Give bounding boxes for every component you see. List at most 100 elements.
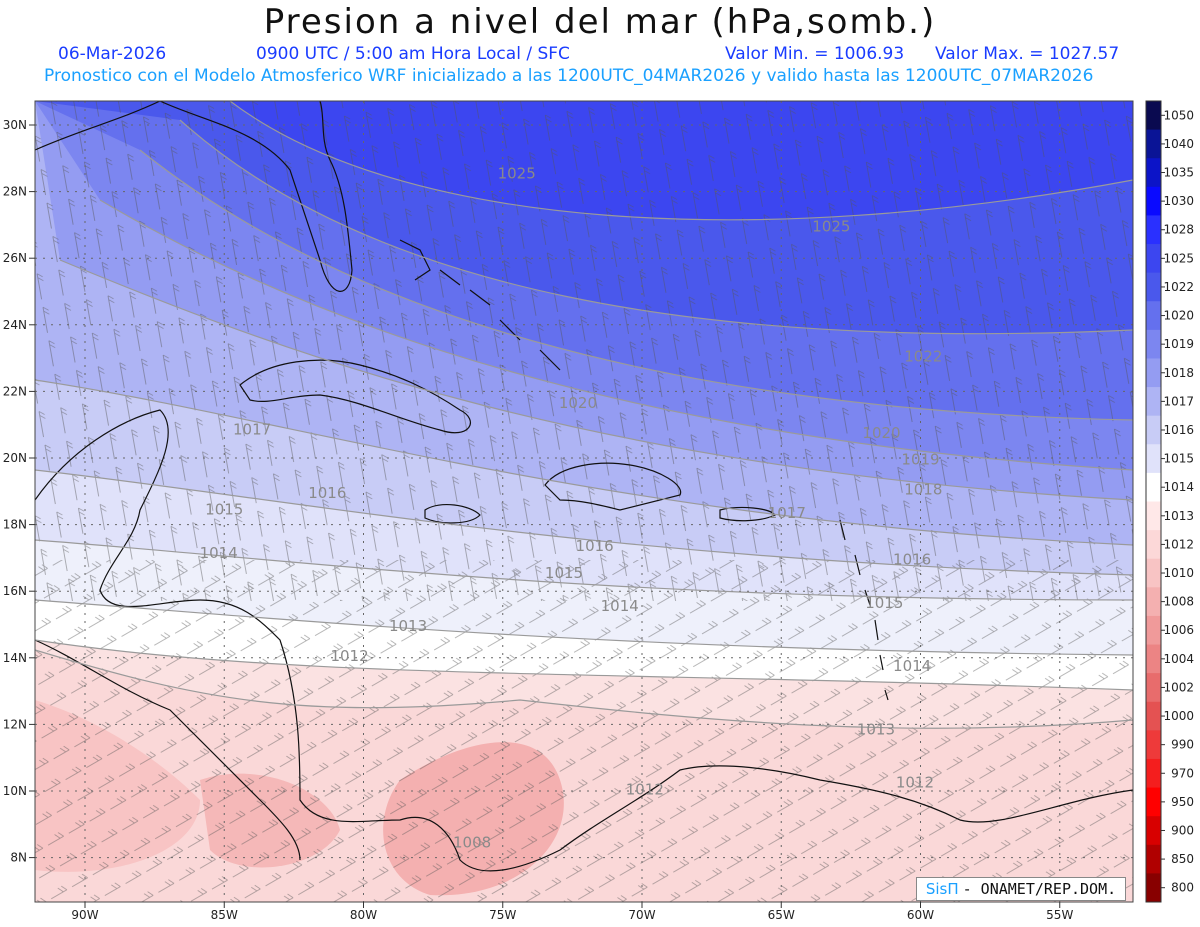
- colorbar-swatch: [1146, 615, 1161, 646]
- isobar-label: 1014: [601, 597, 639, 615]
- colorbar-label: 1050: [1163, 108, 1194, 122]
- colorbar-label: 1012: [1163, 537, 1194, 551]
- lat-tick-label: 20N: [3, 451, 27, 465]
- lat-tick-label: 14N: [3, 651, 27, 665]
- wind-barbs: [35, 101, 1133, 902]
- colorbar-swatch: [1146, 329, 1161, 359]
- isobar-label: 1017: [233, 421, 271, 439]
- isobar-label: 1016: [308, 484, 346, 502]
- colorbar-swatch: [1146, 558, 1161, 588]
- colorbar: 1050 1040 1035 1030 1028 1025 1022 1020 1019 1018…: [1145, 100, 1194, 903]
- min-value: Valor Min. = 1006.93: [725, 44, 905, 64]
- credit-box: SisΠ - ONAMET/REP.DOM.: [916, 877, 1126, 901]
- longitude-axis: 90W 85W 80W 75W 70W 65W 60W 55W: [71, 902, 1073, 922]
- colorbar-label: 1014: [1163, 480, 1194, 494]
- isobar-label: 1022: [904, 347, 942, 365]
- colorbar-swatch: [1146, 587, 1161, 617]
- valid-time: 0900 UTC / 5:00 am Hora Local / SFC: [256, 44, 570, 64]
- isobar-label: 1017: [768, 504, 806, 522]
- coastlines: [35, 101, 1133, 872]
- isobar-label: 1012: [896, 774, 934, 792]
- colorbar-label: 1019: [1163, 337, 1194, 351]
- lon-tick-label: 90W: [71, 908, 98, 922]
- colorbar-label: 1013: [1163, 509, 1194, 523]
- isobar-label: 1014: [200, 544, 238, 562]
- map-title: Presion a nivel del mar (hPa,somb.): [263, 2, 937, 42]
- colorbar-swatch: [1146, 415, 1161, 445]
- colorbar-label: 970: [1171, 766, 1194, 780]
- colorbar-swatch: [1146, 701, 1161, 731]
- colorbar-label: 1015: [1163, 452, 1194, 466]
- lat-tick-label: 28N: [3, 185, 27, 199]
- lat-tick-label: 24N: [3, 318, 27, 332]
- lon-tick-label: 70W: [628, 908, 655, 922]
- isobar-label: 1015: [865, 594, 903, 612]
- lat-tick-label: 10N: [3, 784, 27, 798]
- lat-lon-grid: [35, 101, 1133, 902]
- isobar-label: 1016: [576, 537, 614, 555]
- lon-tick-label: 65W: [768, 908, 795, 922]
- lat-tick-label: 18N: [3, 518, 27, 532]
- colorbar-swatch: [1146, 758, 1161, 789]
- colorbar-swatch: [1146, 730, 1161, 760]
- colorbar-swatch: [1146, 787, 1161, 817]
- isobar-label: 1015: [545, 564, 583, 582]
- model-info: Pronostico con el Modelo Atmosferico WRF…: [44, 66, 1094, 86]
- colorbar-label: 1016: [1163, 423, 1194, 437]
- colorbar-label: 1030: [1163, 194, 1194, 208]
- lat-tick-label: 22N: [3, 384, 27, 398]
- colorbar-label: 1020: [1163, 309, 1194, 323]
- colorbar-swatch: [1146, 387, 1161, 417]
- lon-tick-label: 75W: [489, 908, 516, 922]
- brand-logo: SisΠ: [925, 880, 959, 898]
- colorbar-label: 900: [1171, 823, 1194, 837]
- colorbar-swatch: [1146, 301, 1161, 331]
- colorbar-label: 1002: [1163, 680, 1194, 694]
- colorbar-swatch: [1146, 186, 1161, 216]
- colorbar-label: 1017: [1163, 394, 1194, 408]
- isobar-label: 1014: [893, 657, 931, 675]
- colorbar-frame: [1145, 100, 1162, 903]
- colorbar-label: 1000: [1163, 709, 1194, 723]
- lon-tick-label: 60W: [907, 908, 934, 922]
- colorbar-swatch: [1146, 272, 1161, 302]
- colorbar-swatch: [1146, 644, 1161, 674]
- isobar-label: 1012: [626, 780, 664, 798]
- colorbar-label: 1028: [1163, 223, 1194, 237]
- isobar-label: 1012: [330, 647, 368, 665]
- isobar-label: 1019: [901, 451, 939, 469]
- isobar-label: 1015: [205, 501, 243, 519]
- lat-tick-label: 30N: [3, 118, 27, 132]
- colorbar-swatch: [1146, 215, 1161, 245]
- colorbar-label: 950: [1171, 795, 1194, 809]
- lat-tick-label: 16N: [3, 584, 27, 598]
- forecast-date: 06-Mar-2026: [58, 44, 167, 64]
- colorbar-swatch: [1146, 530, 1161, 560]
- isobar-label: 1020: [559, 394, 597, 412]
- colorbar-label: 1010: [1163, 566, 1194, 580]
- isobar-label: 1025: [812, 218, 850, 236]
- colorbar-label: 1018: [1163, 366, 1194, 380]
- latitude-axis: 30N 28N 26N 24N 22N 20N 18N 16N 14N 12N 10N 8N: [3, 118, 35, 865]
- colorbar-label: 850: [1171, 852, 1194, 866]
- colorbar-label: 800: [1171, 881, 1194, 895]
- colorbar-swatch: [1146, 873, 1161, 903]
- colorbar-swatch: [1146, 101, 1161, 131]
- colorbar-label: 1022: [1163, 280, 1194, 294]
- colorbar-label: 990: [1171, 738, 1194, 752]
- credit-text: - ONAMET/REP.DOM.: [962, 880, 1117, 898]
- isobar-label: 1016: [893, 551, 931, 569]
- map-frame: [34, 100, 1134, 903]
- colorbar-swatch: [1146, 158, 1161, 188]
- colorbar-swatch: [1146, 501, 1161, 531]
- max-value: Valor Max. = 1027.57: [935, 44, 1120, 64]
- isobar-label: 1008: [453, 834, 491, 852]
- colorbar-swatch: [1146, 673, 1161, 703]
- isobar-lines: [35, 101, 1133, 729]
- colorbar-swatch: [1146, 844, 1161, 874]
- isobar-label: 1013: [857, 720, 895, 738]
- lon-tick-label: 85W: [211, 908, 238, 922]
- colorbar-label: 1006: [1163, 623, 1194, 637]
- lon-tick-label: 55W: [1046, 908, 1073, 922]
